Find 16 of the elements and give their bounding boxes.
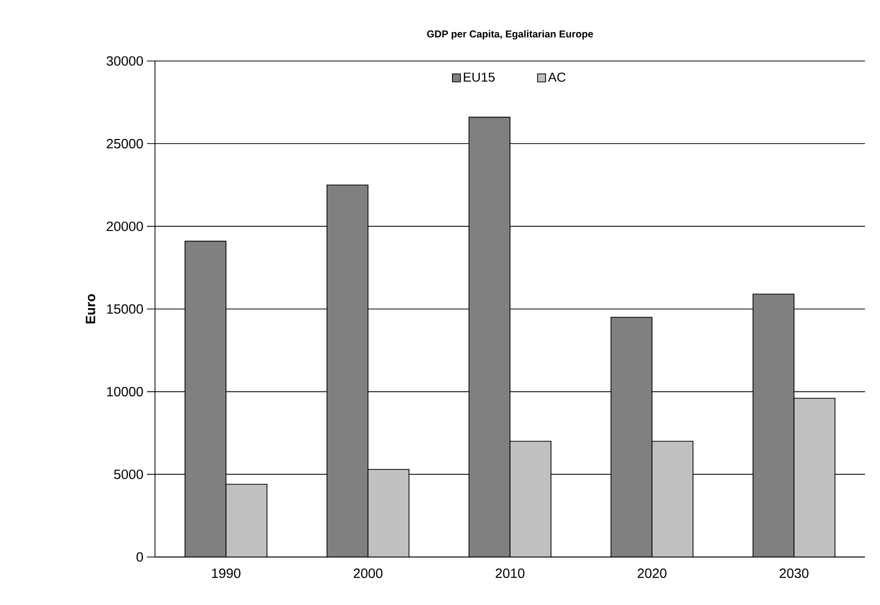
y-axis-title: Euro — [86, 294, 96, 324]
x-tick-label: 2030 — [780, 568, 808, 578]
legend-label: EU15 — [464, 72, 495, 82]
y-tick-label: 25000 — [106, 138, 143, 148]
y-tick-label: 30000 — [106, 56, 143, 66]
chart-title: GDP per Capita, Egalitarian Europe — [427, 30, 593, 40]
x-tick-label: 1990 — [212, 568, 240, 578]
x-tick-label: 2020 — [638, 568, 666, 578]
x-tick-label: 2010 — [496, 568, 524, 578]
legend-label: AC — [548, 72, 566, 82]
y-tick-label: 5000 — [114, 470, 143, 480]
y-tick-label: 0 — [136, 552, 143, 562]
y-tick-label: 20000 — [106, 222, 143, 232]
y-tick-label: 10000 — [107, 386, 143, 396]
x-tick-label: 2000 — [354, 568, 382, 578]
y-tick-label: 15000 — [107, 304, 143, 314]
